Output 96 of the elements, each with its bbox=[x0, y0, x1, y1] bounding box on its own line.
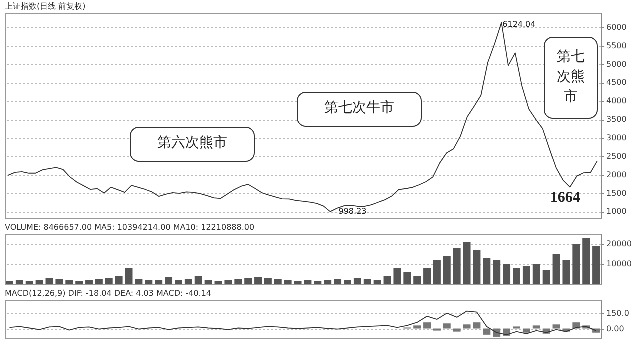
bar bbox=[513, 268, 520, 284]
bar bbox=[95, 279, 103, 284]
bar bbox=[532, 326, 540, 329]
y-tick-label: 3500 bbox=[606, 115, 627, 124]
y-tick-label: 0.00 bbox=[606, 324, 624, 334]
bar bbox=[334, 279, 342, 284]
bar bbox=[463, 242, 471, 284]
bar bbox=[424, 322, 431, 329]
bar bbox=[572, 244, 580, 284]
y-tick-label: 4000 bbox=[606, 96, 627, 106]
y-tick-label: 2500 bbox=[606, 152, 627, 161]
bar bbox=[165, 277, 173, 284]
bar bbox=[483, 328, 491, 335]
bar bbox=[86, 280, 93, 284]
bar bbox=[552, 324, 560, 329]
bar bbox=[424, 268, 431, 284]
bar bbox=[284, 280, 292, 284]
speech-bubble: 第六次熊市 bbox=[130, 126, 256, 162]
bar bbox=[76, 281, 84, 284]
chart-title: MACD(12,26,9) DIF: -18.04 DEA: 4.03 MACD: -40.14 bbox=[5, 289, 212, 298]
bar bbox=[135, 279, 143, 284]
bar bbox=[105, 278, 113, 284]
y-tick-label: 3000 bbox=[606, 133, 627, 142]
bar bbox=[314, 281, 322, 284]
bar bbox=[324, 280, 332, 284]
bar bbox=[503, 264, 511, 284]
bar bbox=[453, 248, 461, 284]
y-tick-label: 1000 bbox=[606, 207, 627, 216]
bar bbox=[592, 246, 600, 284]
bar bbox=[364, 279, 372, 284]
bar bbox=[46, 278, 54, 284]
line-series bbox=[9, 310, 597, 336]
bar bbox=[56, 279, 64, 284]
bar bbox=[344, 280, 352, 284]
bar bbox=[404, 272, 412, 284]
bar bbox=[562, 260, 570, 284]
bar bbox=[234, 279, 242, 284]
bar bbox=[36, 280, 44, 284]
bar bbox=[463, 324, 471, 329]
bar bbox=[374, 280, 382, 284]
chart-title: VOLUME: 8466657.00 MA5: 10394214.00 MA10: 12210888.00 bbox=[5, 223, 255, 232]
bar bbox=[145, 280, 153, 284]
chart-title: 上证指数(日线 前复权) bbox=[5, 2, 86, 11]
line-series bbox=[8, 22, 598, 212]
bar bbox=[414, 276, 422, 284]
bar bbox=[394, 268, 402, 284]
bar bbox=[443, 256, 451, 284]
annotation: 998.23 bbox=[338, 206, 367, 216]
bar bbox=[66, 280, 74, 284]
bar bbox=[244, 278, 252, 284]
y-tick-label: 4500 bbox=[606, 78, 627, 88]
y-tick-label: 5000 bbox=[606, 60, 627, 69]
bar bbox=[453, 328, 461, 332]
speech-bubble: 第七次熊市 bbox=[544, 36, 598, 119]
bar bbox=[582, 238, 590, 284]
y-tick-label: 10000 bbox=[606, 260, 632, 268]
annotation: 1664 bbox=[550, 190, 580, 208]
bar bbox=[125, 268, 133, 284]
bar bbox=[16, 280, 24, 284]
bar bbox=[522, 266, 530, 284]
bar bbox=[532, 264, 540, 284]
bar bbox=[224, 280, 232, 284]
bar bbox=[552, 254, 560, 284]
bar bbox=[493, 260, 501, 284]
bar bbox=[522, 328, 530, 333]
bar bbox=[6, 281, 14, 284]
bar bbox=[26, 281, 34, 284]
speech-bubble: 第七次牛市 bbox=[297, 92, 422, 127]
bar bbox=[194, 276, 202, 284]
bar bbox=[473, 250, 481, 284]
bar bbox=[304, 280, 312, 284]
bar bbox=[294, 281, 302, 284]
bar bbox=[184, 279, 192, 284]
bar bbox=[264, 278, 272, 284]
bar bbox=[274, 279, 282, 284]
y-tick-label: 2000 bbox=[606, 170, 627, 180]
bar bbox=[542, 270, 550, 284]
bar bbox=[384, 276, 392, 284]
y-tick-label: 150.0 bbox=[606, 308, 630, 318]
bar bbox=[175, 280, 182, 284]
bar bbox=[443, 324, 451, 329]
bar bbox=[414, 326, 422, 329]
bar bbox=[214, 281, 222, 284]
y-tick-label: 5500 bbox=[606, 41, 627, 50]
y-tick-label: 20000 bbox=[606, 240, 632, 248]
bar bbox=[115, 276, 123, 284]
bar bbox=[204, 280, 212, 284]
y-tick-label: 1500 bbox=[606, 188, 627, 198]
bar bbox=[473, 322, 481, 329]
annotation: 6124.04 bbox=[502, 20, 536, 30]
bar bbox=[254, 277, 262, 284]
bar bbox=[483, 258, 491, 284]
bar bbox=[155, 280, 163, 284]
bar bbox=[354, 278, 362, 284]
bar bbox=[433, 260, 441, 284]
y-tick-label: 6000 bbox=[606, 22, 627, 32]
